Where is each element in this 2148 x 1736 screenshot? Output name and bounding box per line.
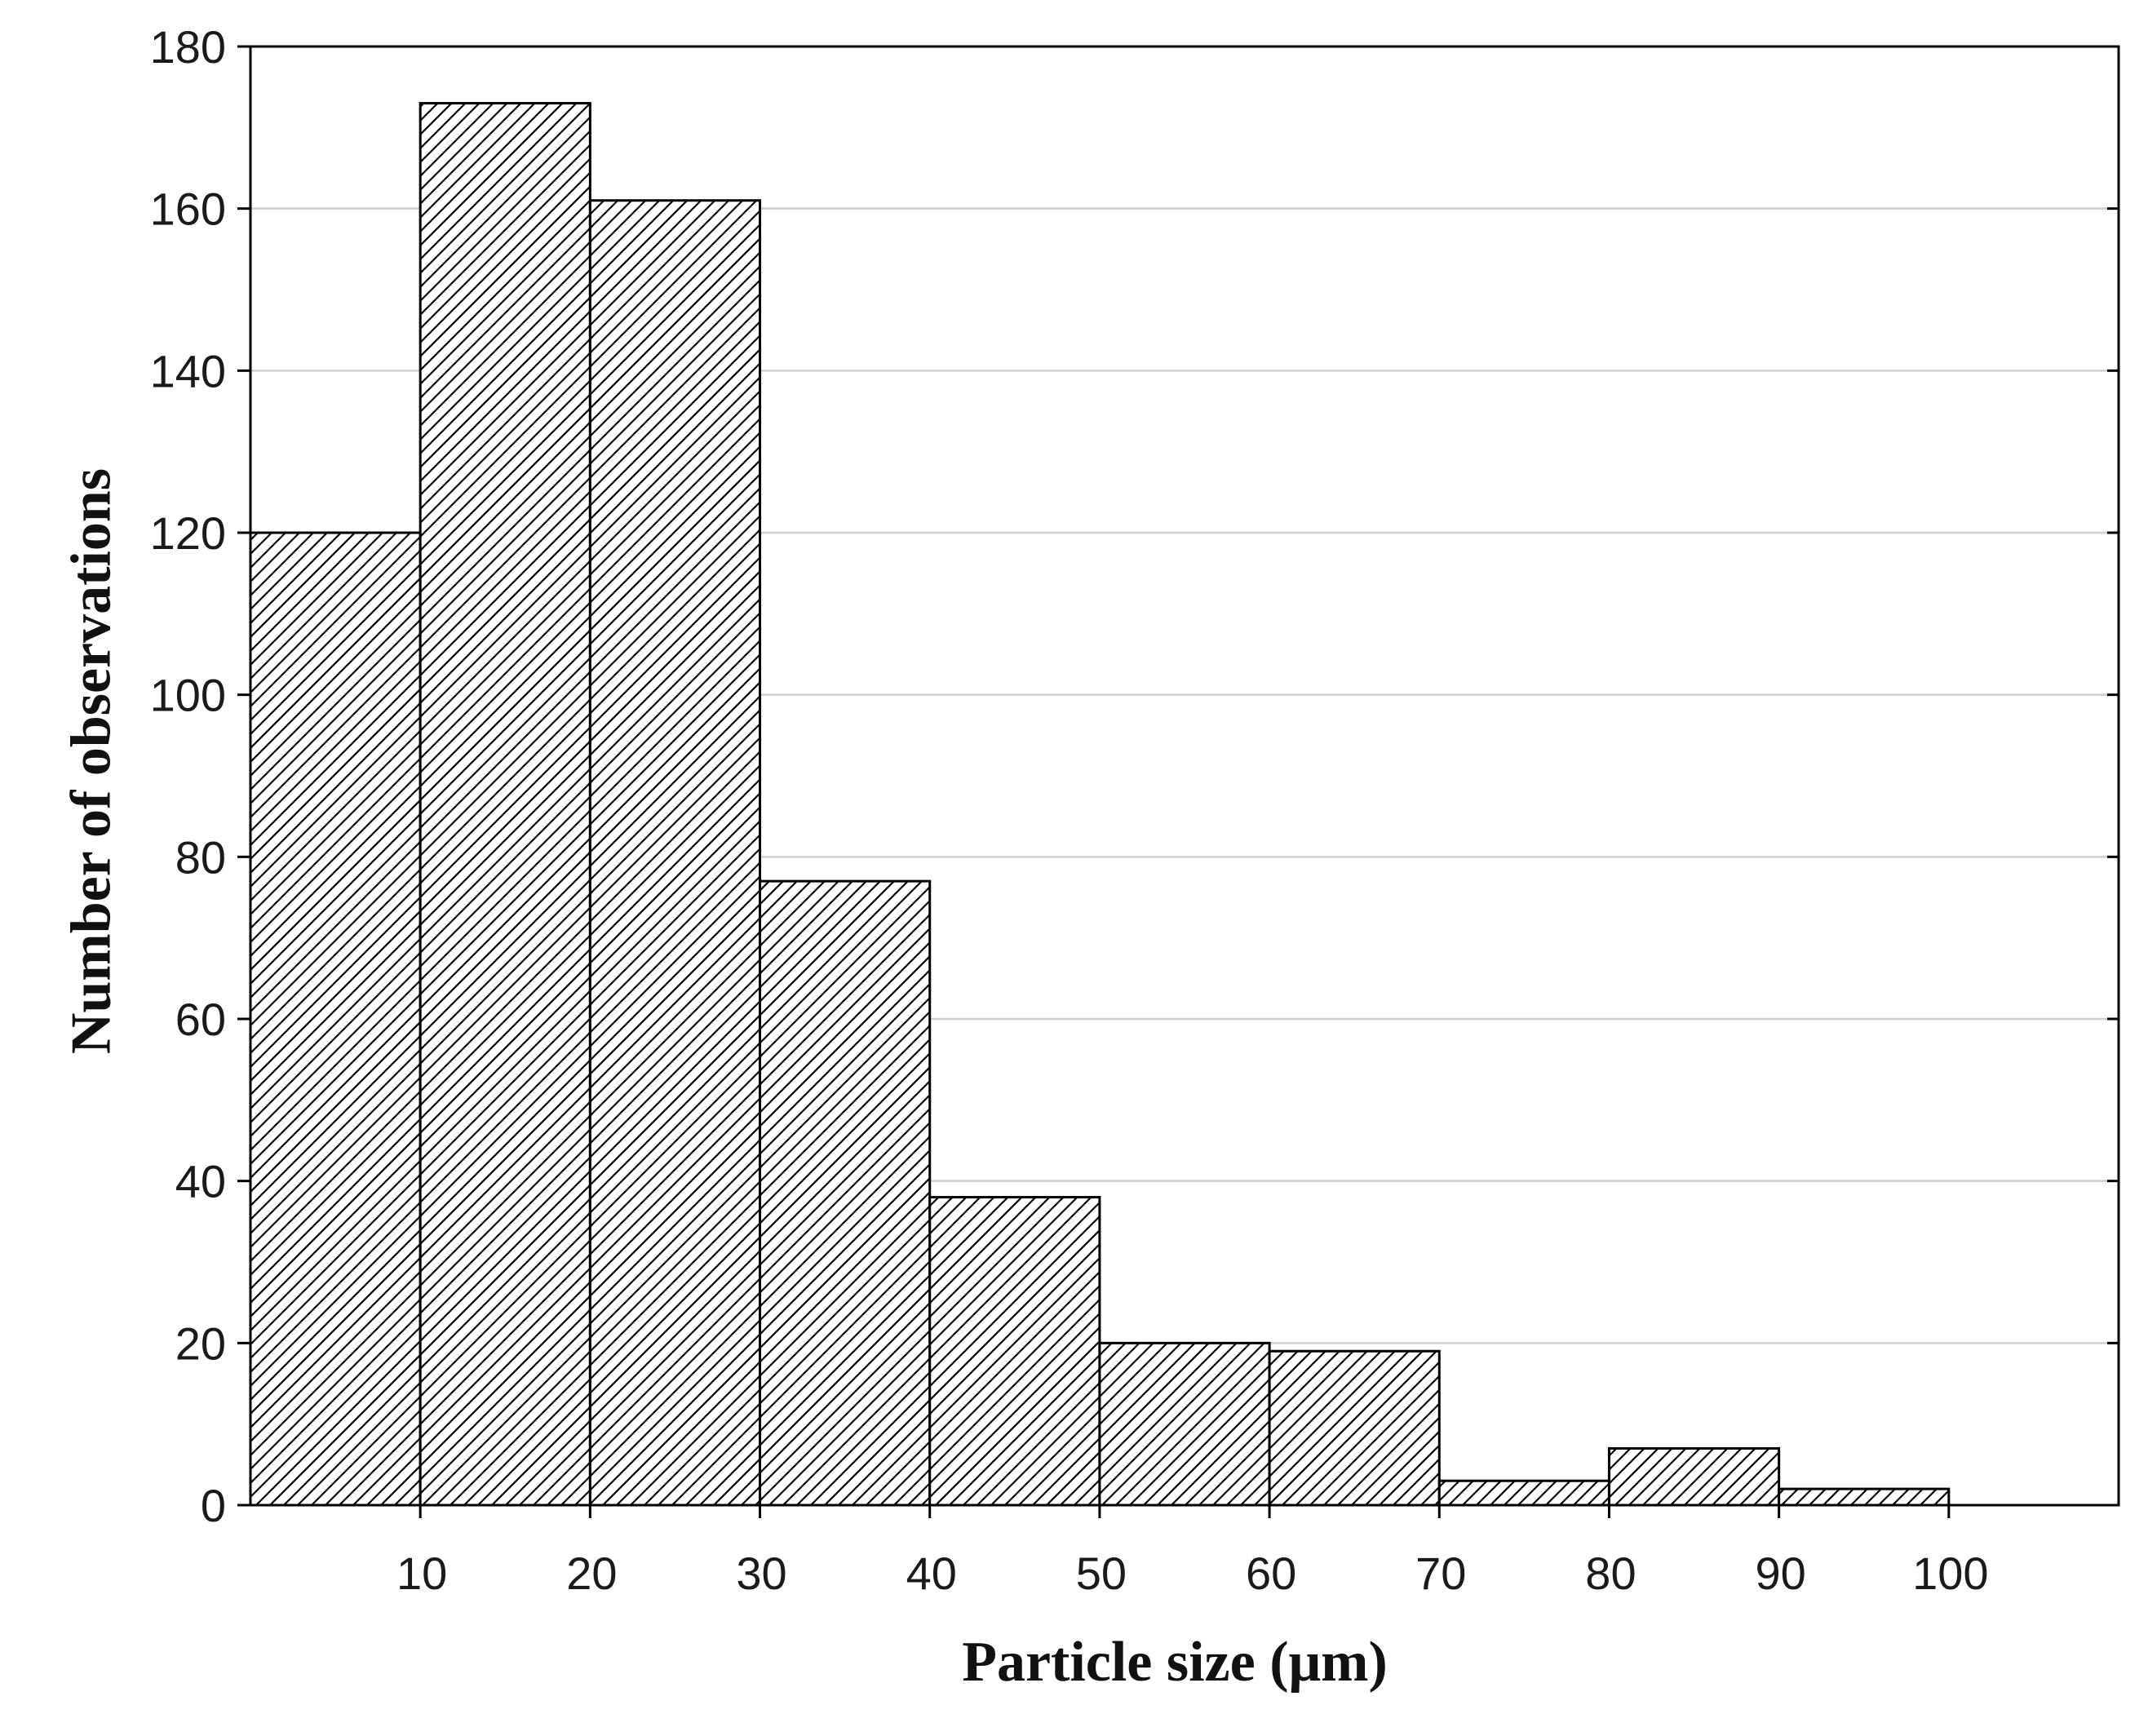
y-tick-label-180: 180 bbox=[150, 21, 226, 73]
bar-80-90 bbox=[1607, 1446, 1781, 1507]
bar-90-100 bbox=[1778, 1487, 1951, 1507]
bar-10-20 bbox=[419, 102, 591, 1507]
bars bbox=[249, 102, 1951, 1507]
bar-30-40 bbox=[759, 879, 932, 1507]
plot-frame bbox=[249, 45, 2120, 1507]
x-axis-title: Particle size (μm) bbox=[962, 1631, 1388, 1694]
y-tick-label-120: 120 bbox=[150, 507, 226, 559]
x-tick-label-10: 10 bbox=[396, 1548, 447, 1599]
bar-50-60 bbox=[1098, 1341, 1271, 1507]
x-tick-label-40: 40 bbox=[906, 1548, 957, 1599]
y-tick-label-20: 20 bbox=[175, 1318, 226, 1369]
bar-40-50 bbox=[928, 1196, 1101, 1507]
y-tick-label-40: 40 bbox=[175, 1156, 226, 1207]
y-tick-label-140: 140 bbox=[150, 345, 226, 396]
bar-20-30 bbox=[588, 199, 762, 1507]
y-tick-label-60: 60 bbox=[175, 994, 226, 1045]
x-tick-label-80: 80 bbox=[1585, 1548, 1636, 1599]
x-tick-label-20: 20 bbox=[566, 1548, 617, 1599]
axis-ticks bbox=[237, 45, 2119, 1518]
bar-60-70 bbox=[1268, 1349, 1441, 1507]
y-tick-labels: 0 20 40 60 80 100 120 140 160 180 bbox=[150, 21, 226, 1531]
x-tick-label-30: 30 bbox=[736, 1548, 786, 1599]
bar-0-10 bbox=[249, 531, 422, 1507]
y-tick-label-80: 80 bbox=[175, 831, 226, 883]
x-tick-label-90: 90 bbox=[1755, 1548, 1805, 1599]
bar-70-80 bbox=[1437, 1479, 1610, 1507]
y-axis-title: Number of observations bbox=[60, 468, 123, 1054]
y-tick-label-100: 100 bbox=[150, 670, 226, 721]
x-tick-label-100: 100 bbox=[1912, 1548, 1988, 1599]
y-tick-label-160: 160 bbox=[150, 184, 226, 235]
x-tick-label-50: 50 bbox=[1076, 1548, 1127, 1599]
x-tick-labels: 10 20 30 40 50 60 70 80 90 100 bbox=[396, 1548, 1989, 1599]
x-tick-label-60: 60 bbox=[1246, 1548, 1296, 1599]
x-tick-label-70: 70 bbox=[1415, 1548, 1466, 1599]
y-tick-label-0: 0 bbox=[201, 1480, 226, 1531]
